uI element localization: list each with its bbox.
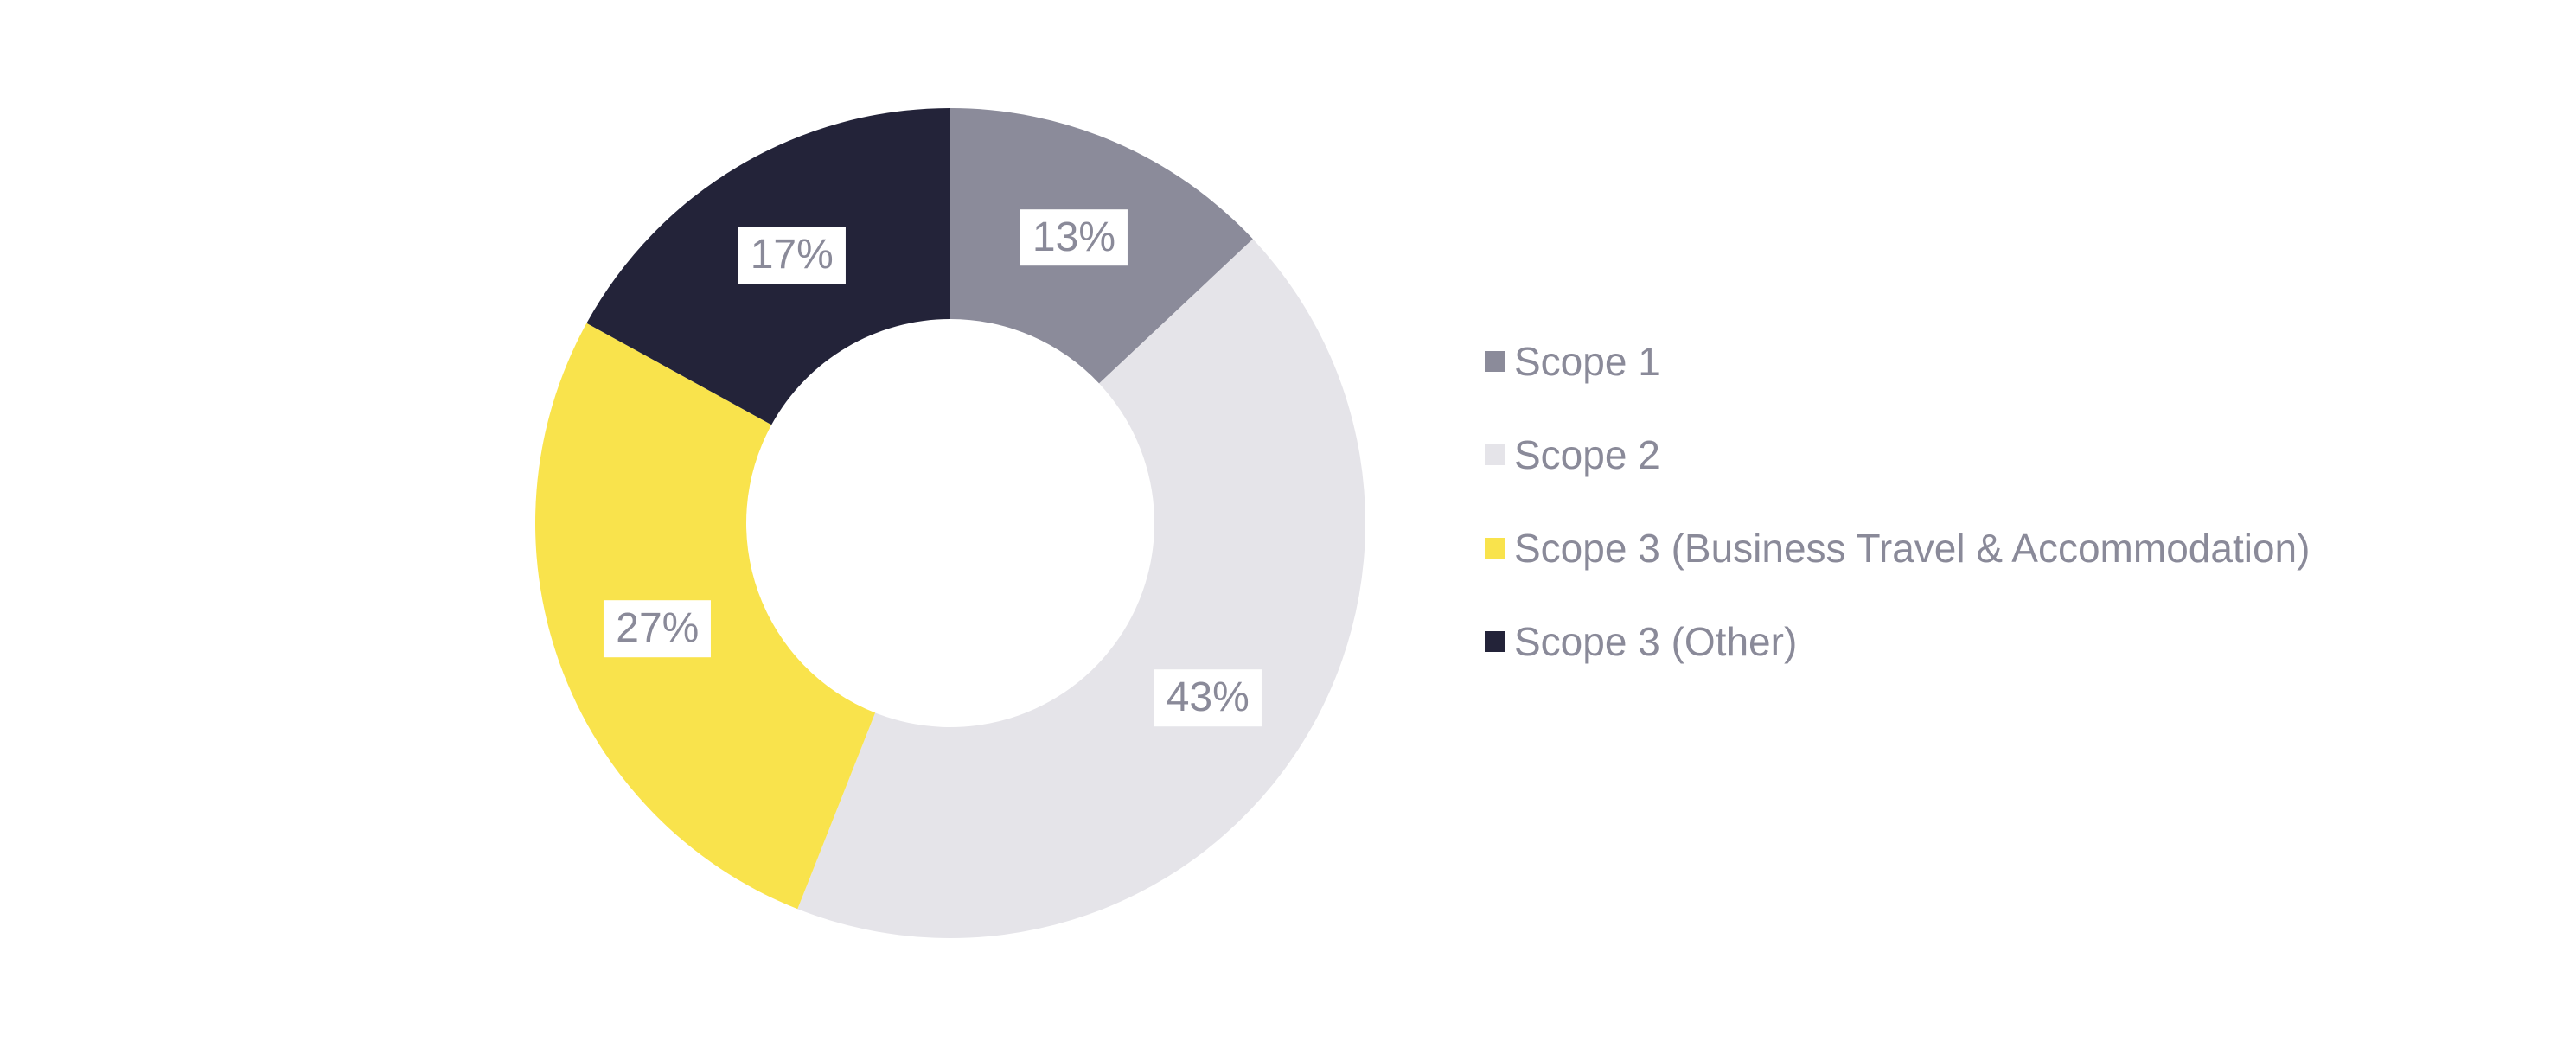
slice-data-label: 17%: [738, 227, 846, 284]
slice-data-label: 13%: [1020, 208, 1128, 266]
legend-label: Scope 1: [1514, 339, 1660, 384]
legend-swatch-icon: [1485, 538, 1505, 559]
legend-item-scope-2[interactable]: Scope 2: [1485, 431, 2310, 479]
legend-label: Scope 3 (Business Travel & Accommodation…: [1514, 526, 2311, 571]
donut-slice[interactable]: [797, 239, 1365, 939]
legend-item-scope-3-other[interactable]: Scope 3 (Other): [1485, 617, 2310, 666]
legend-item-scope-1[interactable]: Scope 1: [1485, 337, 2310, 386]
legend-label: Scope 3 (Other): [1514, 619, 1798, 664]
slice-data-label: 27%: [604, 600, 712, 657]
legend-swatch-icon: [1485, 351, 1505, 372]
legend-swatch-icon: [1485, 444, 1505, 465]
chart-legend: Scope 1 Scope 2 Scope 3 (Business Travel…: [1485, 337, 2310, 666]
legend-item-scope-3-business-travel-accommodation[interactable]: Scope 3 (Business Travel & Accommodation…: [1485, 524, 2310, 572]
legend-label: Scope 2: [1514, 432, 1660, 477]
slice-data-label: 43%: [1154, 669, 1262, 727]
legend-swatch-icon: [1485, 631, 1505, 652]
